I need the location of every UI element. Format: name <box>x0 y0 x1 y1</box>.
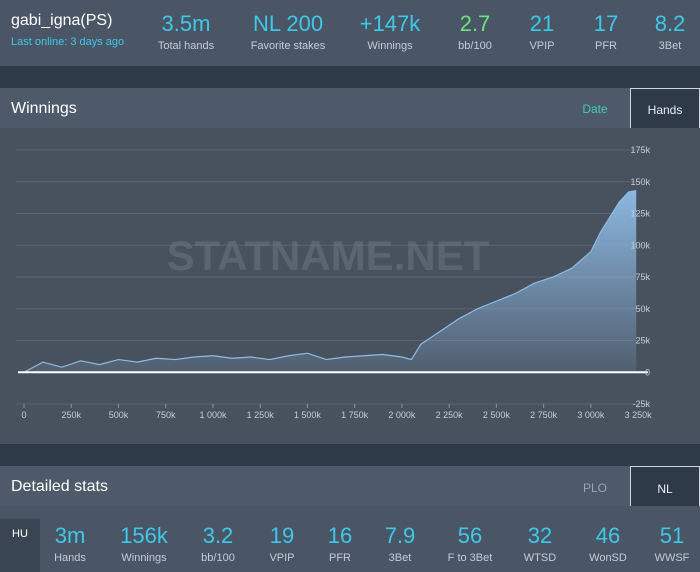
stat-value: 156k <box>120 523 168 548</box>
winnings-header: Winnings Date Hands <box>0 88 700 129</box>
detail-stat-wwsf: 51 WWSF <box>650 523 694 565</box>
stat-value: +147k <box>359 11 421 36</box>
stat-label: PFR <box>595 40 617 52</box>
stat-label: bb/100 <box>458 40 492 52</box>
tab-plo[interactable]: PLO <box>582 481 607 495</box>
x-tick-label: 2 500k <box>483 410 511 420</box>
stat-label: Winnings <box>121 552 167 564</box>
stat-value: 8.2 <box>654 11 686 36</box>
header-stat-3bet: 8.2 3Bet <box>650 11 690 53</box>
last-online: Last online: 3 days ago <box>11 36 125 48</box>
x-tick-label: 2 000k <box>388 410 416 420</box>
stat-label: WWSF <box>654 552 690 564</box>
y-tick-label: 175k <box>630 145 650 155</box>
stat-label: WTSD <box>523 552 557 564</box>
y-tick-label: 150k <box>630 177 650 187</box>
player-name: gabi_igna(PS) <box>11 12 113 29</box>
stat-label: 3Bet <box>658 40 682 52</box>
watermark: STATNAME.NET <box>167 232 490 279</box>
detail-stat-pfr: 16 PFR <box>320 523 360 565</box>
x-tick-label: 2 250k <box>436 410 464 420</box>
tab-hands[interactable]: Hands <box>630 88 700 129</box>
stat-label: PFR <box>329 552 351 564</box>
stat-label: 3Bet <box>388 552 412 564</box>
detail-stat-wtsd: 32 WTSD <box>518 523 562 565</box>
x-tick-label: 1 750k <box>341 410 369 420</box>
x-tick-label: 0 <box>21 410 26 420</box>
stat-value: 32 <box>527 523 553 548</box>
stat-value: 3m <box>54 523 86 548</box>
x-tick-label: 250k <box>61 410 81 420</box>
detailed-stats-row: HU 3m Hands 156k Winnings 3.2 bb/100 19 … <box>0 506 700 572</box>
stat-value: NL 200 <box>252 11 324 36</box>
stat-value: 3.2 <box>202 523 234 548</box>
tab-date[interactable]: Date <box>582 102 608 116</box>
x-tick-label: 3 000k <box>577 410 605 420</box>
stat-label: Favorite stakes <box>250 40 326 52</box>
stat-value: 56 <box>457 523 483 548</box>
header-stat-winnings: +147k Winnings <box>352 11 428 53</box>
stat-value: 19 <box>269 523 295 548</box>
player-info: gabi_igna(PS) Last online: 3 days ago <box>11 12 124 48</box>
stat-value: 7.9 <box>384 523 416 548</box>
header-stat-total-hands: 3.5m Total hands <box>150 11 222 53</box>
detail-stat-vpip: 19 VPIP <box>262 523 302 565</box>
stat-value: 46 <box>595 523 621 548</box>
y-tick-label: 50k <box>635 304 650 314</box>
stat-label: bb/100 <box>201 552 235 564</box>
x-tick-label: 1 500k <box>294 410 322 420</box>
detail-stat-fold-to-3bet: 56 F to 3Bet <box>440 523 500 565</box>
hu-label[interactable]: HU <box>0 519 40 572</box>
stat-value: 2.7 <box>459 11 491 36</box>
y-tick-label: 0 <box>645 367 650 377</box>
stat-value: 16 <box>327 523 353 548</box>
tab-nl[interactable]: NL <box>630 466 700 507</box>
y-tick-label: -25k <box>632 399 650 409</box>
x-tick-label: 500k <box>109 410 129 420</box>
stat-label: VPIP <box>529 40 555 52</box>
winnings-chart: STATNAME.NET 175k 150k 125k 100k 75k 50k 25k 0 -… <box>0 128 700 444</box>
stat-value: 51 <box>659 523 685 548</box>
header-stat-favorite-stakes: NL 200 Favorite stakes <box>246 11 330 53</box>
x-tick-label: 3 250k <box>625 410 653 420</box>
y-tick-label: 75k <box>635 272 650 282</box>
x-tick-label: 1 250k <box>247 410 275 420</box>
detailed-stats-title: Detailed stats <box>11 478 108 495</box>
y-tick-label: 125k <box>630 209 650 219</box>
winnings-line <box>23 190 637 373</box>
detail-stat-3bet: 7.9 3Bet <box>380 523 420 565</box>
winnings-title: Winnings <box>11 100 77 117</box>
detail-stat-wonsd: 46 WonSD <box>584 523 632 565</box>
y-tick-label: 25k <box>635 336 650 346</box>
x-tick-label: 2 750k <box>530 410 558 420</box>
detail-stat-winnings: 156k Winnings <box>116 523 172 565</box>
header-stat-pfr: 17 PFR <box>586 11 626 53</box>
detailed-stats-header: Detailed stats PLO NL <box>0 466 700 507</box>
stat-label: F to 3Bet <box>447 552 493 564</box>
detail-stat-bb100: 3.2 bb/100 <box>196 523 240 565</box>
stat-value: 17 <box>593 11 619 36</box>
player-header: gabi_igna(PS) Last online: 3 days ago 3.… <box>0 0 700 66</box>
stat-value: 3.5m <box>161 11 211 36</box>
detail-stat-hands: 3m Hands <box>48 523 92 565</box>
stat-label: Winnings <box>367 40 413 52</box>
stat-value: 21 <box>529 11 555 36</box>
y-tick-label: 100k <box>630 240 650 250</box>
x-tick-label: 750k <box>156 410 176 420</box>
winnings-chart-svg: STATNAME.NET 175k 150k 125k 100k 75k 50k 25k 0 -… <box>16 145 653 420</box>
header-stat-bb100: 2.7 bb/100 <box>450 11 500 53</box>
x-tick-label: 1 000k <box>199 410 227 420</box>
stat-label: Hands <box>54 552 86 564</box>
winnings-area <box>24 190 637 373</box>
stat-label: WonSD <box>589 552 627 564</box>
stat-label: Total hands <box>157 40 215 52</box>
stat-label: VPIP <box>269 552 295 564</box>
header-stat-vpip: 21 VPIP <box>522 11 562 53</box>
